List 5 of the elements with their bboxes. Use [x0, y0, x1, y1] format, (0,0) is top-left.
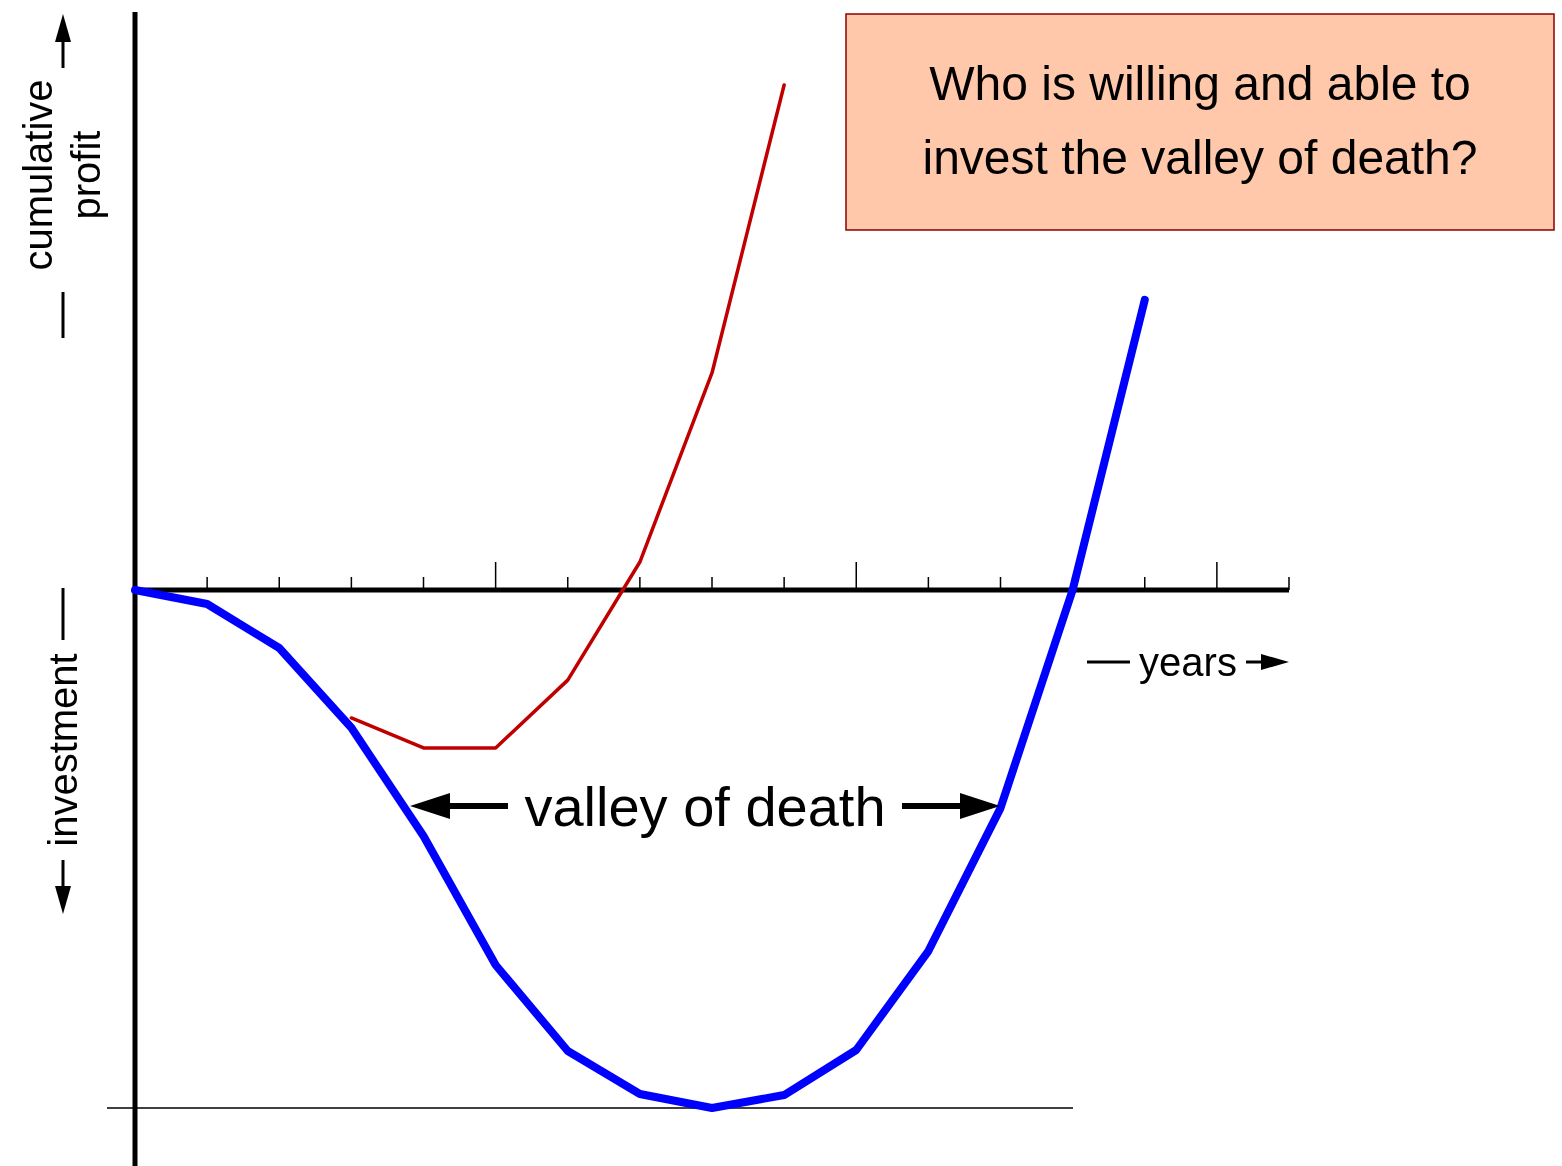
annotation: valley of death	[524, 775, 886, 838]
text: investment	[41, 653, 85, 847]
y-axis-title: cumulative profit	[16, 79, 108, 271]
chart-title: Who is willing and able to invest the valley of death?	[922, 57, 1478, 184]
x-axis-title: years	[1139, 640, 1237, 684]
